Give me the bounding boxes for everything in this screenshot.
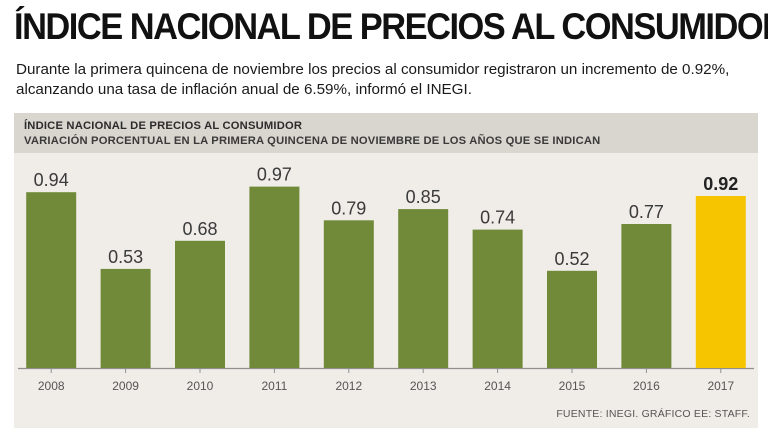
chart-header: ÍNDICE NACIONAL DE PRECIOS AL CONSUMIDOR… — [14, 113, 758, 153]
x-tick-label-2017: 2017 — [707, 379, 734, 393]
bar-2014 — [472, 229, 523, 368]
x-tick-label-2013: 2013 — [410, 379, 437, 393]
page-title: ÍNDICE NACIONAL DE PRECIOS AL CONSUMIDOR — [14, 6, 768, 47]
bar-2012 — [323, 220, 374, 368]
value-label-2012: 0.79 — [331, 198, 366, 218]
chart-subtitle: VARIACIÓN PORCENTUAL EN LA PRIMERA QUINC… — [24, 135, 601, 147]
chart-panel: ÍNDICE NACIONAL DE PRECIOS AL CONSUMIDOR… — [14, 113, 758, 428]
value-label-2011: 0.97 — [257, 165, 292, 185]
x-tick-label-2014: 2014 — [484, 379, 511, 393]
subtitle-text: Durante la primera quincena de noviembre… — [16, 61, 730, 98]
x-tick-label-2015: 2015 — [559, 379, 586, 393]
value-label-2009: 0.53 — [108, 247, 143, 267]
x-tick-label-2011: 2011 — [261, 379, 287, 393]
x-tick-label-2012: 2012 — [335, 379, 362, 393]
value-label-2008: 0.94 — [34, 170, 69, 190]
x-tick-label-2016: 2016 — [633, 379, 660, 393]
value-label-2016: 0.77 — [629, 202, 664, 222]
x-tick-label-2008: 2008 — [38, 379, 65, 393]
value-label-2013: 0.85 — [406, 187, 441, 207]
value-label-2017: 0.92 — [703, 174, 738, 194]
x-tick-label-2009: 2009 — [112, 379, 139, 393]
value-label-2010: 0.68 — [182, 219, 217, 239]
x-tick-label-2010: 2010 — [187, 379, 214, 393]
bar-2015 — [547, 270, 597, 368]
bar-chart: 0.94 2008 0.53 2009 0.68 2010 0.97 2011 0.79 2012… — [18, 165, 754, 393]
bar-2011 — [249, 186, 300, 368]
chart-title: ÍNDICE NACIONAL DE PRECIOS AL CONSUMIDOR — [24, 120, 303, 132]
bar-2008 — [26, 192, 77, 368]
bar-2010 — [175, 240, 225, 368]
source-note: FUENTE: INEGI. GRÁFICO EE: STAFF. — [556, 408, 750, 420]
bar-2009 — [100, 268, 151, 368]
value-label-2014: 0.74 — [480, 208, 515, 228]
bar-2013 — [398, 209, 449, 368]
bar-2017 — [695, 196, 746, 368]
bar-2016 — [621, 224, 672, 368]
value-label-2015: 0.52 — [554, 249, 589, 269]
